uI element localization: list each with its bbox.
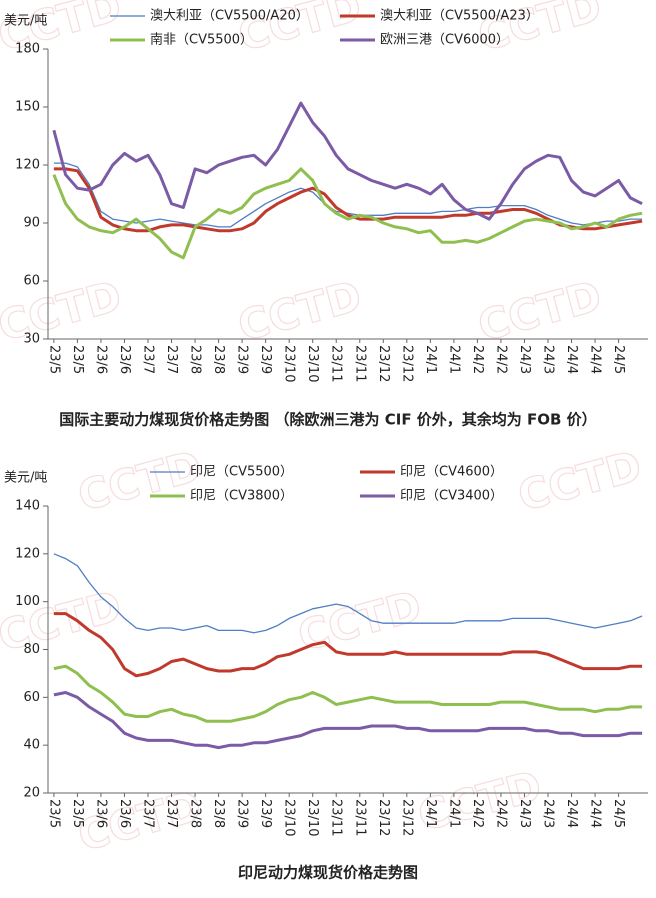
x-tick-label: 23/8 [211,799,226,828]
watermark: CCTD [73,441,207,521]
x-tick-label: 23/9 [258,345,273,374]
x-tick-label: 23/9 [235,345,250,374]
y-tick-label: 40 [23,738,40,753]
x-tick-label: 23/12 [399,345,414,382]
x-tick-label: 23/10 [282,799,297,836]
x-tick-label: 24/2 [493,345,508,374]
legend-label: 印尼（CV3800） [190,489,293,504]
series-line [53,553,643,634]
watermark: CCTD [293,581,427,661]
x-tick-label: 23/9 [258,799,273,828]
x-tick-label: 23/11 [352,345,367,382]
x-tick-label: 24/5 [611,799,626,828]
y-tick-label: 80 [23,642,40,657]
x-tick-label: 23/5 [46,799,61,828]
x-tick-label: 23/8 [188,345,203,374]
series-line [53,167,643,233]
x-tick-label: 24/4 [564,799,579,828]
series-line [53,664,643,723]
y-tick-label: 180 [15,42,40,57]
y-tick-label: 120 [15,546,40,561]
chart-title: 印尼动力煤现货价格走势图 [238,864,418,882]
chart-title: 国际主要动力煤现货价格走势图 （除欧洲三港为 CIF 价外，其余均为 FOB 价… [59,411,596,429]
x-tick-label: 24/5 [611,345,626,374]
x-tick-label: 23/12 [399,799,414,836]
x-tick-label: 24/4 [588,799,603,828]
x-tick-label: 24/4 [588,345,603,374]
series-line [52,101,643,221]
series-line [53,612,643,678]
x-tick-label: 23/6 [93,345,108,374]
y-tick-label: 60 [23,274,40,289]
x-tick-label: 23/5 [70,345,85,374]
x-tick-label: 23/12 [376,345,391,382]
x-tick-label: 23/6 [93,799,108,828]
legend-label: 欧洲三港（CV6000） [380,33,509,48]
x-tick-label: 23/5 [46,345,61,374]
y-tick-label: 120 [15,158,40,173]
x-tick-label: 24/3 [517,799,532,828]
x-tick-label: 24/4 [564,345,579,374]
x-tick-label: 23/8 [188,799,203,828]
x-tick-label: 23/7 [164,345,179,374]
x-tick-label: 23/10 [305,799,320,836]
x-tick-label: 24/1 [423,345,438,374]
x-tick-label: 23/6 [117,345,132,374]
legend-label: 印尼（CV5500） [190,465,293,480]
x-tick-label: 24/3 [517,345,532,374]
x-tick-label: 24/2 [470,345,485,374]
x-tick-label: 24/3 [541,345,556,374]
watermark: CCTD [513,441,647,521]
x-tick-label: 23/11 [329,345,344,382]
legend-label: 澳大利亚（CV5500/A20） [150,8,309,24]
watermark: CCTD [0,581,126,661]
x-tick-label: 23/6 [117,799,132,828]
series-line [52,167,643,260]
y-tick-label: 140 [15,499,40,514]
x-tick-label: 23/5 [70,799,85,828]
x-tick-label: 23/10 [282,345,297,382]
y-tick-label: 100 [15,594,40,609]
y-tick-label: 90 [23,216,40,231]
series-line [53,691,643,750]
series-line [53,162,643,228]
y-tick-label: 30 [23,332,40,347]
x-tick-label: 23/12 [376,799,391,836]
x-tick-label: 23/7 [164,799,179,828]
x-tick-label: 24/3 [541,799,556,828]
legend-label: 澳大利亚（CV5500/A23） [380,8,539,24]
x-tick-label: 24/2 [493,799,508,828]
x-tick-label: 23/9 [235,799,250,828]
x-tick-label: 23/7 [141,799,156,828]
y-axis-label: 美元/吨 [4,471,47,486]
x-tick-label: 23/7 [141,345,156,374]
x-tick-label: 24/1 [423,799,438,828]
x-tick-label: 23/8 [211,345,226,374]
x-tick-label: 23/11 [352,799,367,836]
y-tick-label: 60 [23,690,40,705]
x-tick-label: 24/1 [446,799,461,828]
legend-label: 印尼（CV3400） [400,489,503,504]
legend-label: 南非（CV5500） [150,32,253,48]
x-tick-label: 23/10 [305,345,320,382]
y-axis-label: 美元/吨 [4,14,47,29]
x-tick-label: 24/2 [470,799,485,828]
x-tick-label: 23/11 [329,799,344,836]
y-tick-label: 20 [23,786,40,801]
x-tick-label: 24/1 [446,345,461,374]
legend-label: 印尼（CV4600） [400,465,503,480]
y-tick-label: 150 [15,100,40,115]
